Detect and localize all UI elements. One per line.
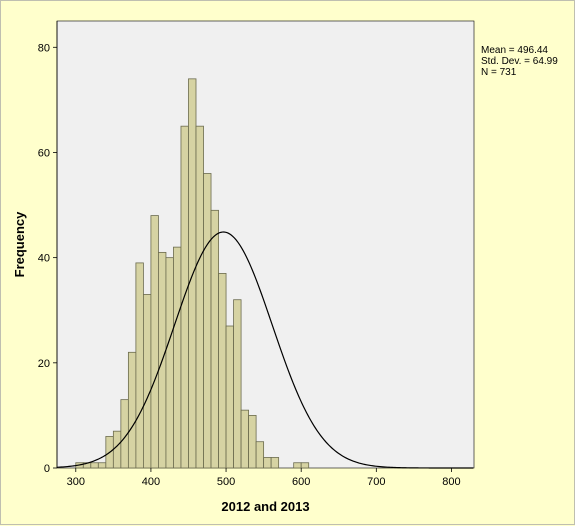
- y-tick-label: 60: [38, 147, 50, 159]
- histogram-bar: [127, 351, 137, 469]
- normal-curve: [56, 231, 474, 469]
- histogram-bar: [97, 462, 107, 469]
- bars-group: [75, 78, 310, 469]
- histogram-bar: [143, 294, 152, 469]
- histogram-bar: [300, 462, 310, 469]
- x-tick-label: 700: [367, 476, 385, 488]
- histogram-bar: [150, 215, 159, 469]
- x-tick-label: 300: [67, 476, 85, 488]
- x-ticks-group: 300 400 500 600 700 800: [67, 468, 461, 488]
- x-tick-label: 800: [442, 476, 460, 488]
- stats-line: Mean = 496.44: [481, 45, 548, 56]
- histogram-bar: [135, 262, 144, 469]
- histogram-bar: [188, 78, 197, 469]
- histogram-bar: [218, 273, 227, 469]
- histogram-bar: [195, 125, 204, 469]
- histogram-bar: [233, 299, 242, 469]
- x-tick-label: 400: [142, 476, 160, 488]
- y-tick-label: 0: [44, 463, 50, 475]
- y-tick-label: 20: [38, 358, 50, 370]
- histogram-bar: [112, 430, 122, 469]
- histogram-bar: [90, 462, 99, 469]
- histogram-bar: [225, 325, 234, 469]
- y-axis-title: Frequency: [12, 211, 27, 278]
- y-tick-label: 80: [38, 42, 50, 54]
- histogram-bar: [210, 209, 219, 469]
- histogram-bar: [263, 457, 272, 469]
- histogram-bar: [293, 462, 302, 469]
- histogram-bar: [165, 257, 174, 469]
- histogram-bar: [255, 441, 265, 469]
- plot-area: [56, 20, 475, 469]
- x-tick-label: 500: [217, 476, 235, 488]
- y-tick-label: 40: [38, 253, 50, 265]
- histogram-bar: [203, 173, 212, 469]
- y-ticks-group: 0 20 40 60 80: [38, 42, 57, 475]
- histogram-bar: [240, 409, 249, 469]
- stats-line: Std. Dev. = 64.99: [481, 56, 558, 67]
- stats-line: N = 731: [481, 67, 517, 78]
- x-tick-label: 600: [292, 476, 310, 488]
- x-axis-title: 2012 and 2013: [221, 499, 309, 514]
- histogram-bar: [270, 457, 280, 469]
- histogram-bar: [173, 246, 182, 469]
- histogram-bar: [248, 415, 257, 469]
